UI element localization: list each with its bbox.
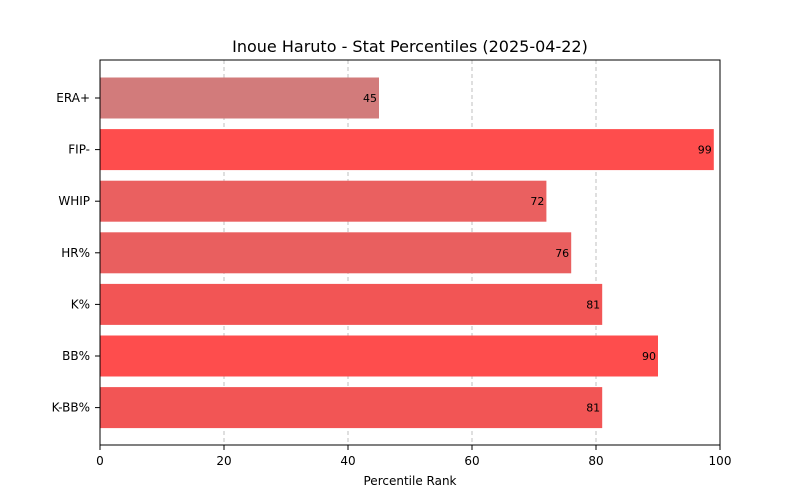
y-tick-label: K% xyxy=(71,297,90,311)
bar-value-label: 81 xyxy=(586,298,600,311)
bar-value-label: 72 xyxy=(530,195,544,208)
bars xyxy=(100,77,714,429)
x-tick-label-0: 0 xyxy=(96,454,104,468)
bar-k- xyxy=(100,283,603,325)
bar-value-label: 81 xyxy=(586,402,600,415)
bar-value-labels: 45 99 72 76 81 90 81 xyxy=(363,92,712,415)
bar-value-label: 76 xyxy=(555,247,569,260)
y-tick-label: FIP- xyxy=(68,143,90,157)
y-tick-label: HR% xyxy=(61,246,90,260)
bar-k-bb- xyxy=(100,387,603,429)
bar-bb- xyxy=(100,335,658,377)
x-tick-label-80: 80 xyxy=(588,454,603,468)
x-tick-label-100: 100 xyxy=(709,454,732,468)
y-axis-ticks: ERA+ FIP- WHIP HR% K% BB% K-BB% xyxy=(52,91,100,415)
bar-era- xyxy=(100,77,379,119)
bar-value-label: 99 xyxy=(698,144,712,157)
bar-value-label: 90 xyxy=(642,350,656,363)
bar-fip- xyxy=(100,129,714,171)
bar-whip xyxy=(100,180,547,222)
y-tick-label: K-BB% xyxy=(52,401,90,415)
x-axis-ticks: 0 20 40 60 80 100 xyxy=(96,445,731,468)
y-tick-label: WHIP xyxy=(58,194,90,208)
x-axis-label: Percentile Rank xyxy=(364,474,457,488)
x-tick-label-20: 20 xyxy=(216,454,231,468)
chart-title: Inoue Haruto - Stat Percentiles (2025-04… xyxy=(232,37,588,56)
x-tick-label-40: 40 xyxy=(340,454,355,468)
bar-value-label: 45 xyxy=(363,92,377,105)
y-tick-label: BB% xyxy=(62,349,90,363)
bar-hr- xyxy=(100,232,572,274)
x-tick-label-60: 60 xyxy=(464,454,479,468)
y-tick-label: ERA+ xyxy=(56,91,90,105)
